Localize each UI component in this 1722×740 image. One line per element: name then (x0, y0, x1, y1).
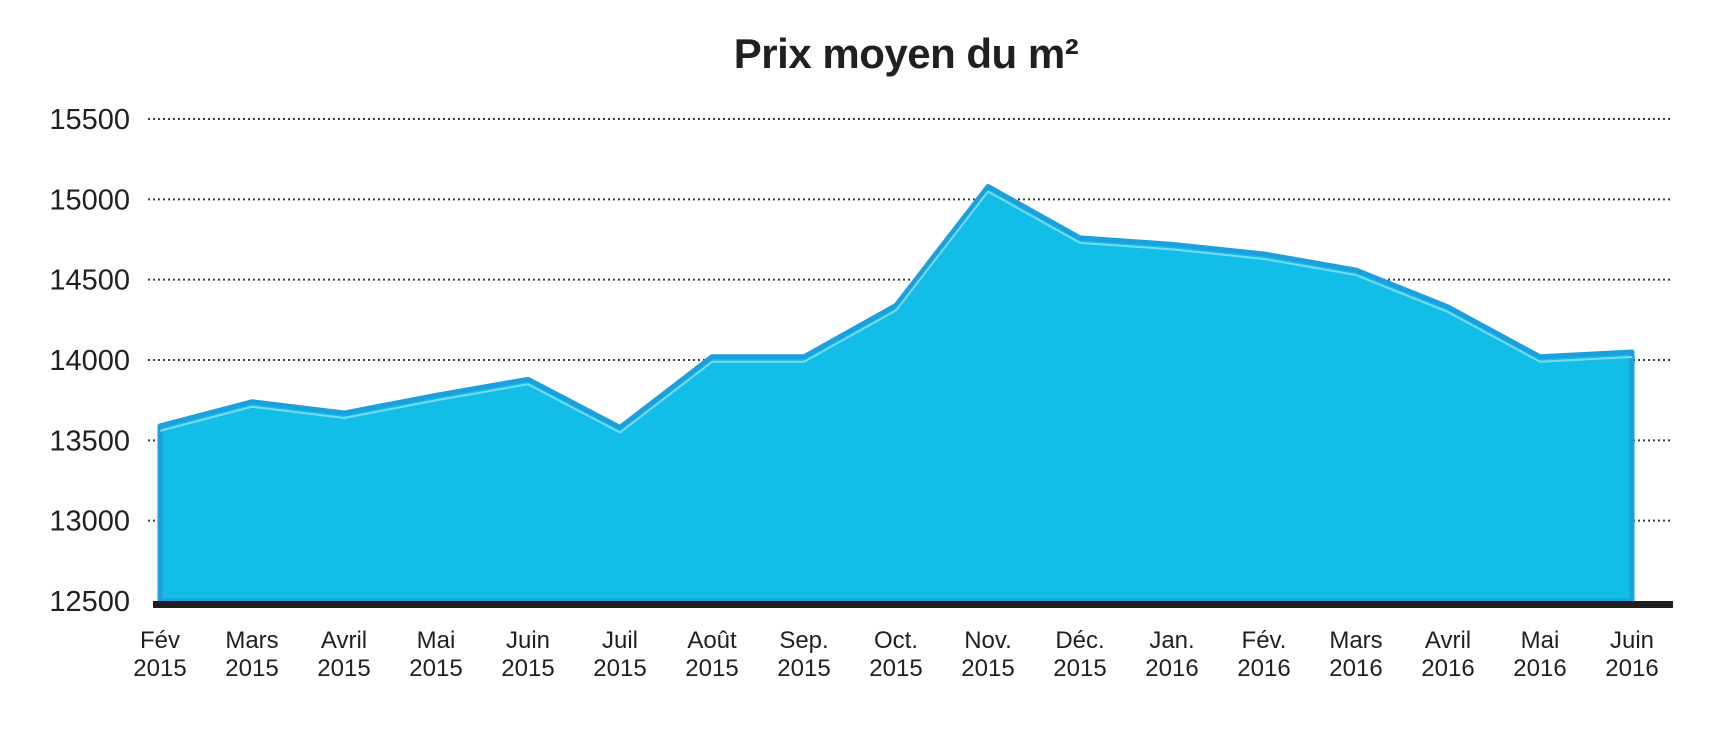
x-axis-tick-label: Déc. 2015 (1053, 627, 1106, 682)
area-inner-highlight (159, 190, 1633, 434)
x-axis-tick-label: Oct. 2015 (869, 627, 922, 682)
x-axis-tick-label: Mai 2016 (1513, 627, 1566, 682)
y-axis-tick-label: 14500 (49, 265, 130, 297)
x-axis-tick-label: Nov. 2015 (961, 627, 1014, 682)
x-axis-tick-label: Juil 2015 (593, 627, 646, 682)
x-axis-tick-label: Fév. 2016 (1237, 627, 1290, 682)
x-axis-tick-label: Jan. 2016 (1145, 627, 1198, 682)
x-axis-tick-label: Juin 2015 (501, 627, 554, 682)
x-axis-tick-label: Avril 2016 (1421, 627, 1474, 682)
y-axis-tick-label: 13000 (49, 506, 130, 538)
price-area-series (157, 183, 1635, 604)
x-axis-tick-label: Juin 2016 (1605, 627, 1658, 682)
x-axis-tick-label: Avril 2015 (317, 627, 370, 682)
y-axis-tick-label: 13500 (49, 425, 130, 457)
x-axis-tick-label: Mars 2015 (225, 627, 278, 682)
chart-title: Prix moyen du m² (733, 30, 1079, 77)
x-axis-tick-label: Mars 2016 (1329, 627, 1382, 682)
x-axis-tick-label: Fév 2015 (133, 627, 186, 682)
y-axis-tick-label: 15000 (49, 184, 130, 216)
y-axis-tick-label: 15500 (49, 104, 130, 136)
x-axis-line (153, 601, 1673, 608)
x-axis-tick-label: Sep. 2015 (777, 627, 830, 682)
y-axis-tick-label: 14000 (49, 345, 130, 377)
y-axis-tick-label: 12500 (49, 586, 130, 618)
x-axis-tick-label: Août 2015 (685, 627, 738, 682)
x-axis-tick-label: Mai 2015 (409, 627, 462, 682)
